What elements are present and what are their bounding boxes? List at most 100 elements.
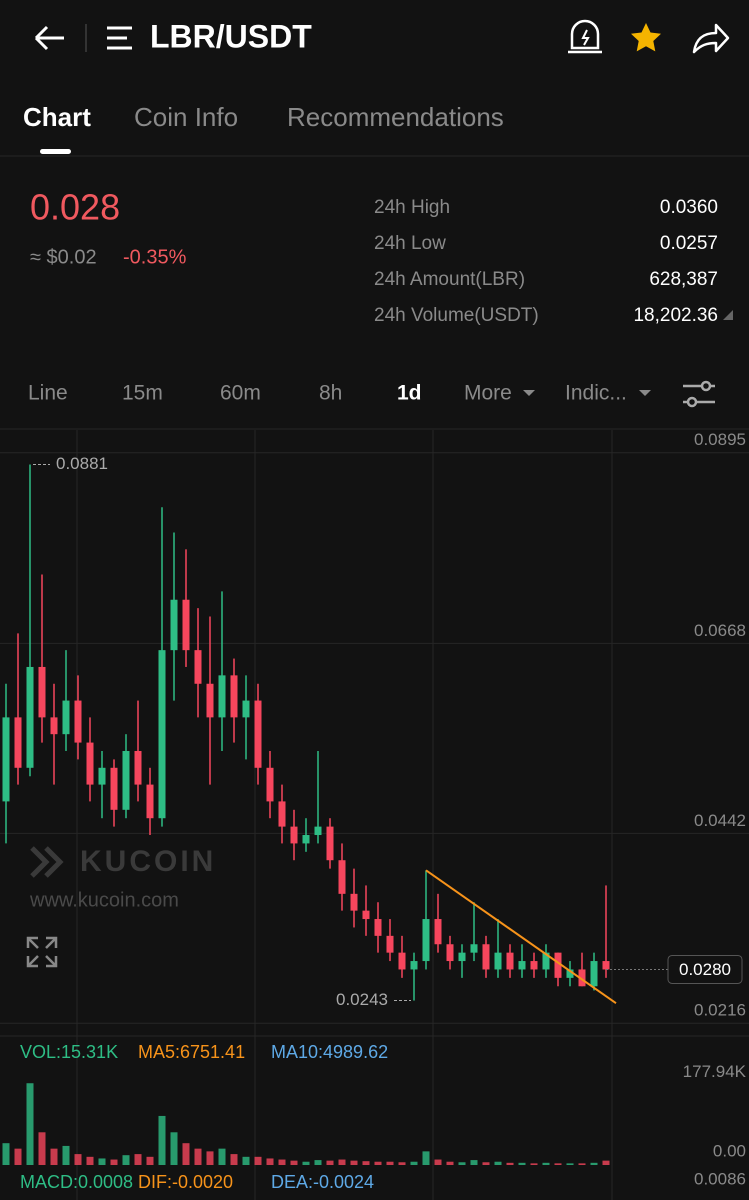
favorite-button[interactable] [631, 23, 661, 52]
candle-body [494, 952, 502, 970]
volume-legend: MA10:4989.62 [271, 1042, 388, 1062]
candle-body [290, 826, 298, 844]
watermark-logo [30, 846, 64, 878]
volume-bar [470, 1160, 478, 1165]
volume-bar [530, 1163, 538, 1165]
volume-bar [74, 1154, 82, 1165]
tab-indicator [40, 149, 71, 154]
volume-bar [422, 1151, 430, 1165]
volume-bar [62, 1145, 70, 1165]
candle-body [554, 952, 562, 978]
timeframe[interactable]: 15m [122, 382, 163, 405]
timeframe[interactable]: Line [28, 382, 68, 405]
y-tick-label: 0.0216 [694, 1001, 746, 1020]
volume-bar [446, 1161, 454, 1165]
candle-body [74, 700, 82, 743]
candle-body [362, 910, 370, 920]
y-tick-label: 0.0668 [694, 621, 746, 640]
volume-bar [326, 1160, 334, 1165]
candle-body [326, 826, 334, 861]
volume-bar [14, 1148, 22, 1165]
volume-bar [602, 1160, 610, 1165]
volume-bar [578, 1163, 586, 1165]
candle-body [230, 675, 238, 718]
timeframe[interactable]: Indic... [565, 382, 627, 405]
volume-bar [566, 1163, 574, 1165]
volume-bar [506, 1162, 514, 1165]
timeframe[interactable]: More [464, 382, 512, 405]
candle-body [386, 935, 394, 953]
candle-body [530, 961, 538, 970]
candle-body [122, 750, 130, 810]
volume-bar [38, 1132, 46, 1165]
volume-bar [242, 1156, 250, 1165]
volume-bar [398, 1162, 406, 1165]
candle-body [590, 961, 598, 987]
last-price: 0.028 [30, 187, 120, 228]
candle-body [38, 666, 46, 718]
price-change: -0.35% [123, 246, 187, 268]
dropdown-icon [639, 390, 651, 396]
volume-bar [2, 1143, 10, 1165]
stat-label: 24h Volume(USDT) [374, 305, 539, 326]
volume-bar [194, 1148, 202, 1165]
volume-bar [362, 1161, 370, 1165]
volume-bar [590, 1162, 598, 1165]
volume-bar [434, 1159, 442, 1165]
tab[interactable]: Recommendations [287, 102, 504, 132]
candle-body [254, 700, 262, 768]
candle-body [218, 675, 226, 718]
candle-body [2, 717, 10, 802]
settings-button[interactable] [683, 380, 715, 408]
tab[interactable]: Coin Info [134, 102, 238, 132]
stat-value: 0.0257 [660, 233, 718, 254]
candle-body [518, 961, 526, 970]
usd-price: ≈ $0.02 [30, 246, 97, 268]
volume-bar [110, 1159, 118, 1165]
volume-bar [278, 1159, 286, 1165]
candle-body [470, 944, 478, 953]
candle-body [506, 952, 514, 970]
volume-bar [218, 1148, 226, 1165]
back-button[interactable] [34, 25, 64, 51]
candle-body [434, 919, 442, 945]
volume-bar [50, 1148, 58, 1165]
stat-value: 628,387 [649, 269, 718, 290]
sort-icon [723, 310, 733, 320]
macd-legend: DEA:-0.0024 [271, 1172, 374, 1192]
candle-body [278, 801, 286, 827]
trendline [425, 869, 617, 1005]
fullscreen-button[interactable] [26, 936, 58, 968]
volume-bar [302, 1161, 310, 1165]
candle-body [266, 767, 274, 802]
candle-body [542, 952, 550, 970]
volume-bar [266, 1158, 274, 1165]
candle-body [398, 952, 406, 970]
candle-body [314, 826, 322, 836]
volume-bar [158, 1115, 166, 1165]
timeframe[interactable]: 1d [397, 382, 422, 405]
volume-bar [122, 1155, 130, 1165]
timeframe[interactable]: 8h [319, 382, 342, 405]
macd-axis-label: 0.0086 [694, 1169, 746, 1188]
volume-bar [134, 1154, 142, 1165]
candle-body [14, 717, 22, 768]
max-label: 0.0881 [56, 454, 108, 473]
candle-body [446, 944, 454, 962]
candle-body [194, 650, 202, 684]
share-button[interactable] [692, 23, 730, 54]
timeframe[interactable]: 60m [220, 382, 261, 405]
candle-body [602, 961, 610, 970]
candle-body [50, 717, 58, 735]
volume-bar [410, 1161, 418, 1165]
candle-body [566, 969, 574, 978]
candle-body [170, 599, 178, 651]
candle-body [338, 860, 346, 894]
volume-tick-label: 177.94K [683, 1062, 747, 1081]
last-price-box [667, 954, 743, 984]
menu-button[interactable] [107, 26, 132, 50]
tab[interactable]: Chart [23, 102, 91, 132]
volume-bar [374, 1161, 382, 1165]
volume-bar [314, 1160, 322, 1165]
alert-button[interactable] [568, 19, 602, 54]
